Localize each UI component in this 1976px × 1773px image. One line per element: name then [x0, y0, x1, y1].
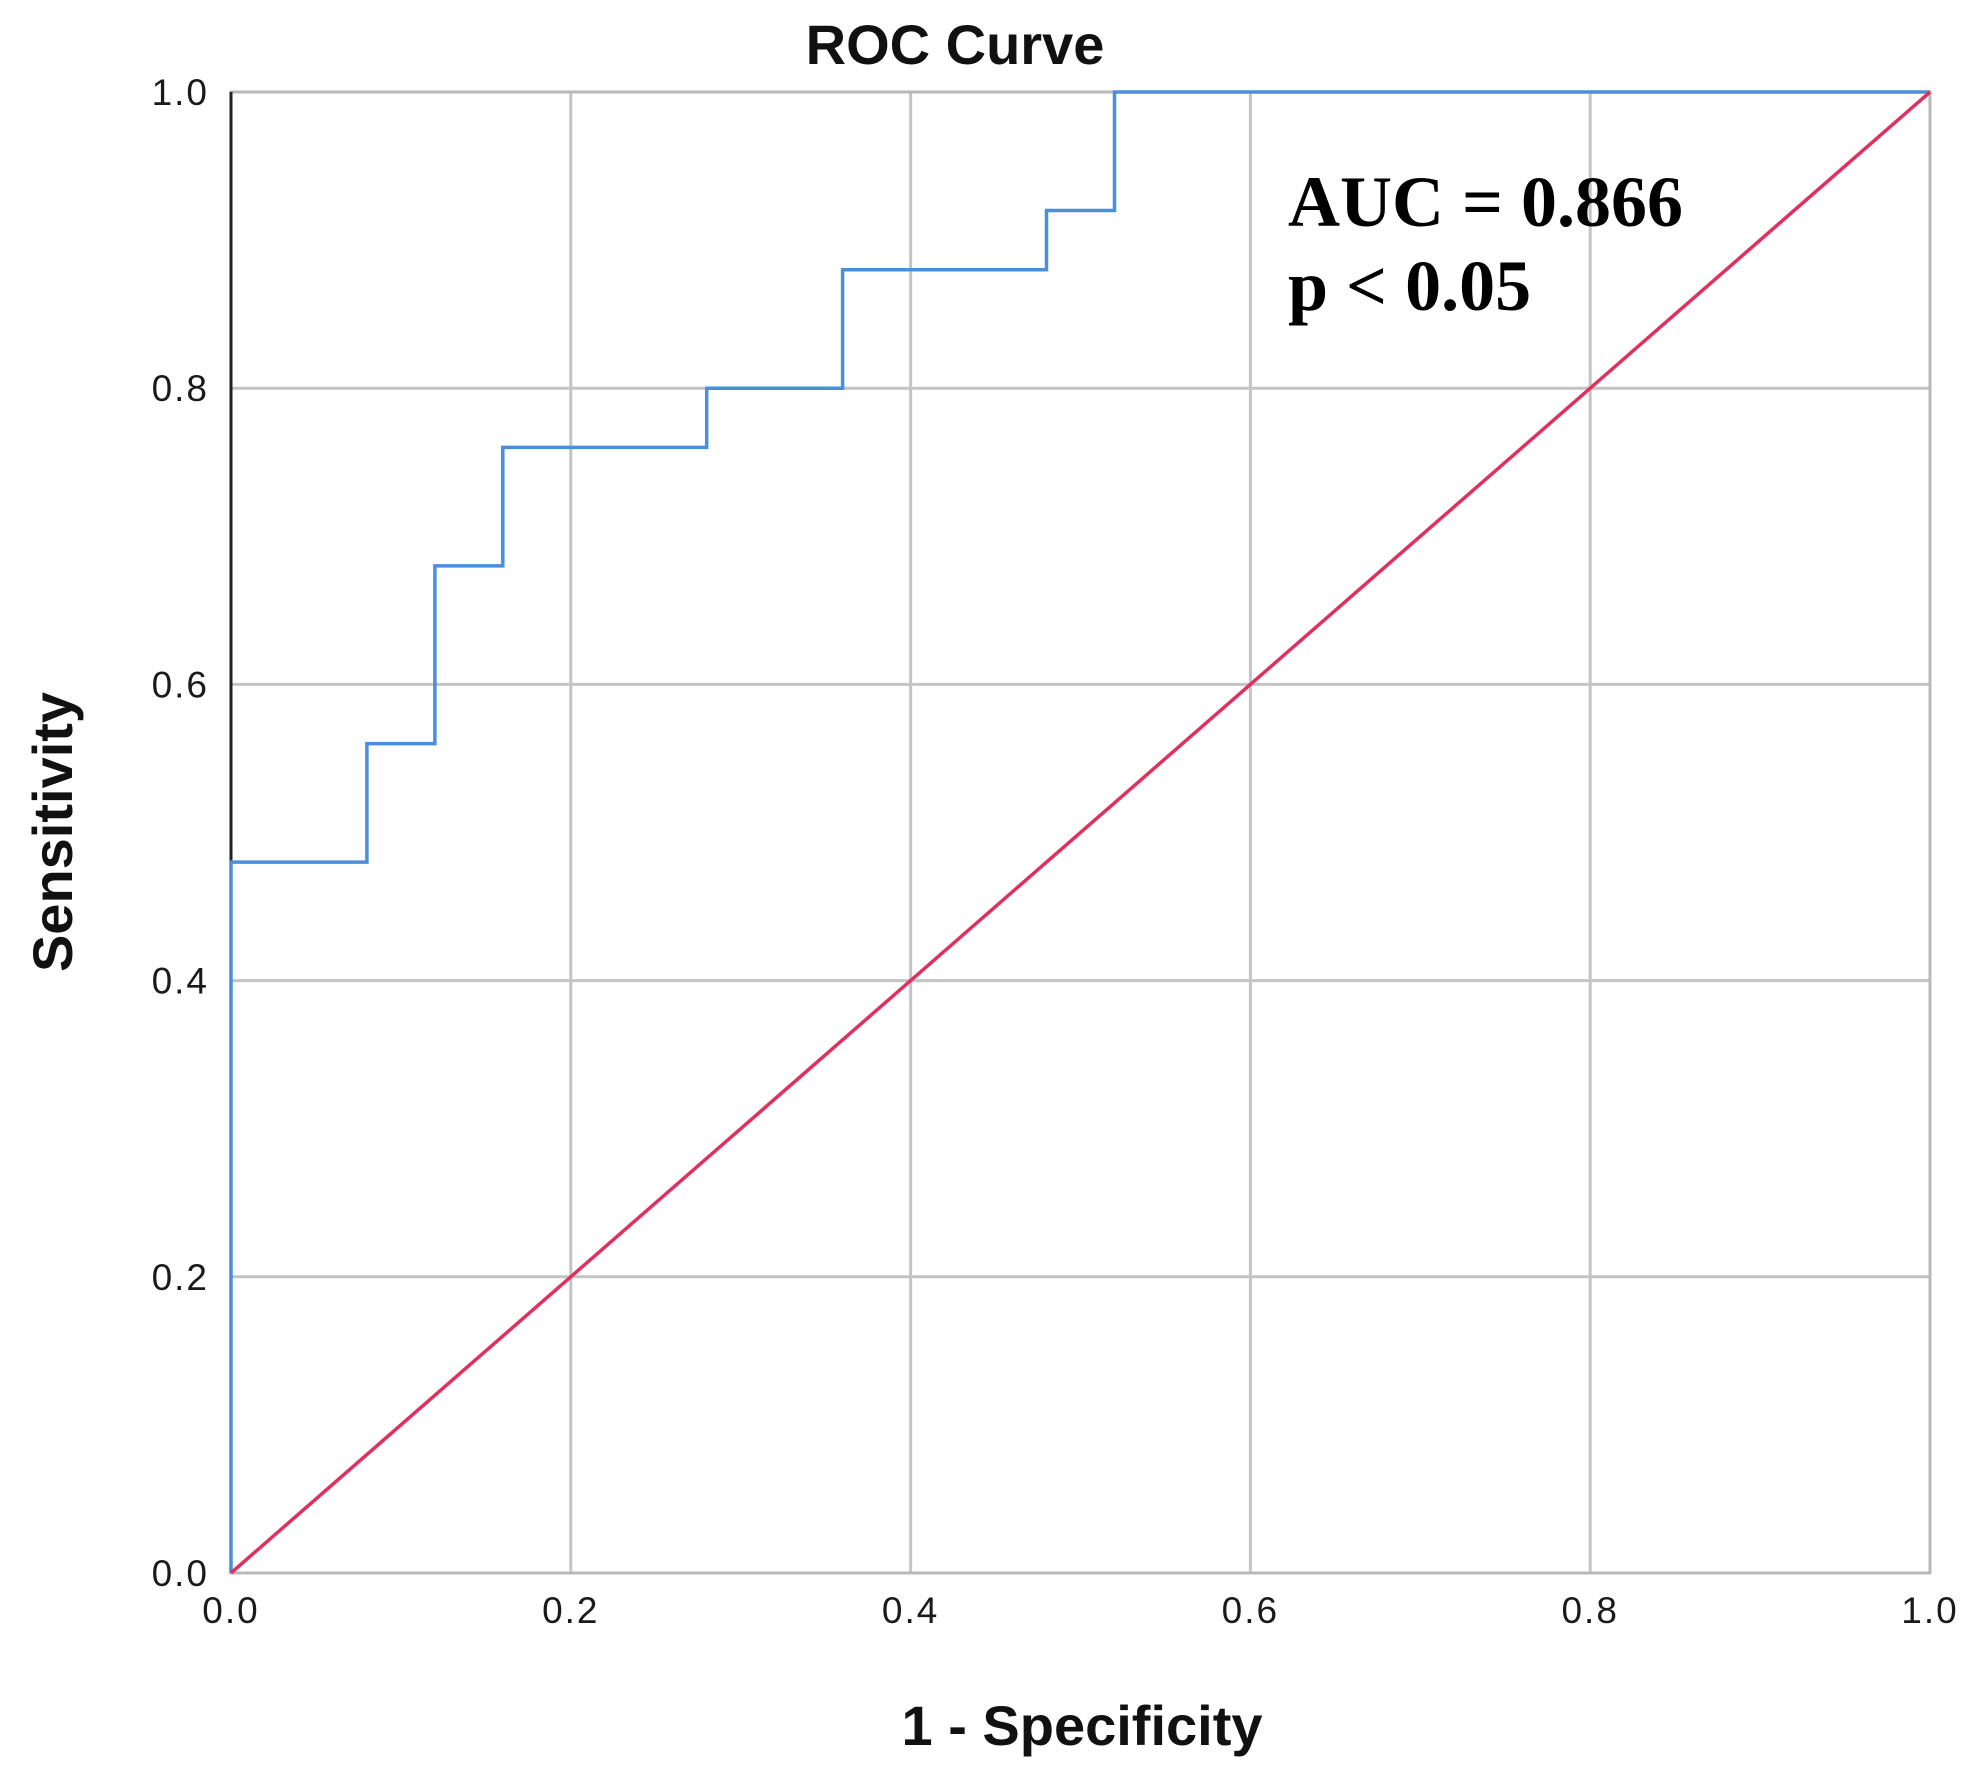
y-tick-label: 1.0 — [152, 72, 209, 113]
series-layer — [229, 90, 1932, 1575]
x-tick-label: 0.8 — [1561, 1590, 1618, 1631]
x-tick-label: 0.6 — [1222, 1590, 1279, 1631]
tick-layer: 0.0 0.2 0.4 0.6 0.8 1.0 0.0 0.2 0.4 0.6 0.8 1.0 — [152, 72, 1958, 1631]
auc-annotation: AUC = 0.866 — [1288, 162, 1683, 242]
reference-diagonal-line — [229, 90, 1932, 1575]
y-tick-label: 0.6 — [152, 664, 209, 705]
y-tick-label: 0.8 — [152, 368, 209, 409]
x-tick-label: 0.4 — [882, 1590, 939, 1631]
chart-title: ROC Curve — [806, 13, 1105, 76]
grid-layer — [231, 92, 1930, 1573]
x-tick-label: 0.0 — [202, 1590, 259, 1631]
y-axis-label: Sensitivity — [21, 692, 84, 972]
y-tick-label: 0.4 — [152, 961, 209, 1002]
y-tick-label: 0.2 — [152, 1257, 209, 1298]
x-axis-label: 1 - Specificity — [901, 1694, 1262, 1757]
p-value-annotation: p < 0.05 — [1288, 246, 1531, 326]
y-tick-label: 0.0 — [152, 1553, 209, 1594]
roc-curve-line — [229, 90, 1930, 1573]
x-tick-label: 1.0 — [1901, 1590, 1958, 1631]
x-tick-label: 0.2 — [542, 1590, 599, 1631]
